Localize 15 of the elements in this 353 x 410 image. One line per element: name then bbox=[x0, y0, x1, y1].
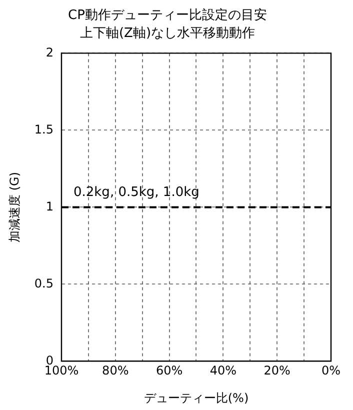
y-tick-label: 1 bbox=[46, 199, 54, 214]
series-label: 0.2kg, 0.5kg, 1.0kg bbox=[73, 185, 200, 200]
y-tick-label: 2 bbox=[46, 45, 54, 60]
chart-title: CP動作デューティー比設定の目安 bbox=[68, 7, 267, 24]
y-tick-label: 1.5 bbox=[34, 122, 54, 136]
chart-subtitle: 上下軸(Z軸)なし水平移動動作 bbox=[80, 26, 256, 41]
x-tick-label: 80% bbox=[102, 364, 129, 378]
y-tick-label: 0.5 bbox=[34, 276, 54, 290]
x-tick-label: 0% bbox=[321, 364, 341, 378]
x-tick-label: 20% bbox=[264, 364, 290, 378]
y-axis-title: 加減速度 (G) bbox=[7, 172, 22, 242]
x-tick-label: 100% bbox=[44, 364, 79, 378]
x-axis-title: デューティー比(%) bbox=[144, 390, 249, 405]
x-tick-label: 40% bbox=[210, 364, 237, 378]
x-tick-label: 60% bbox=[156, 364, 183, 378]
